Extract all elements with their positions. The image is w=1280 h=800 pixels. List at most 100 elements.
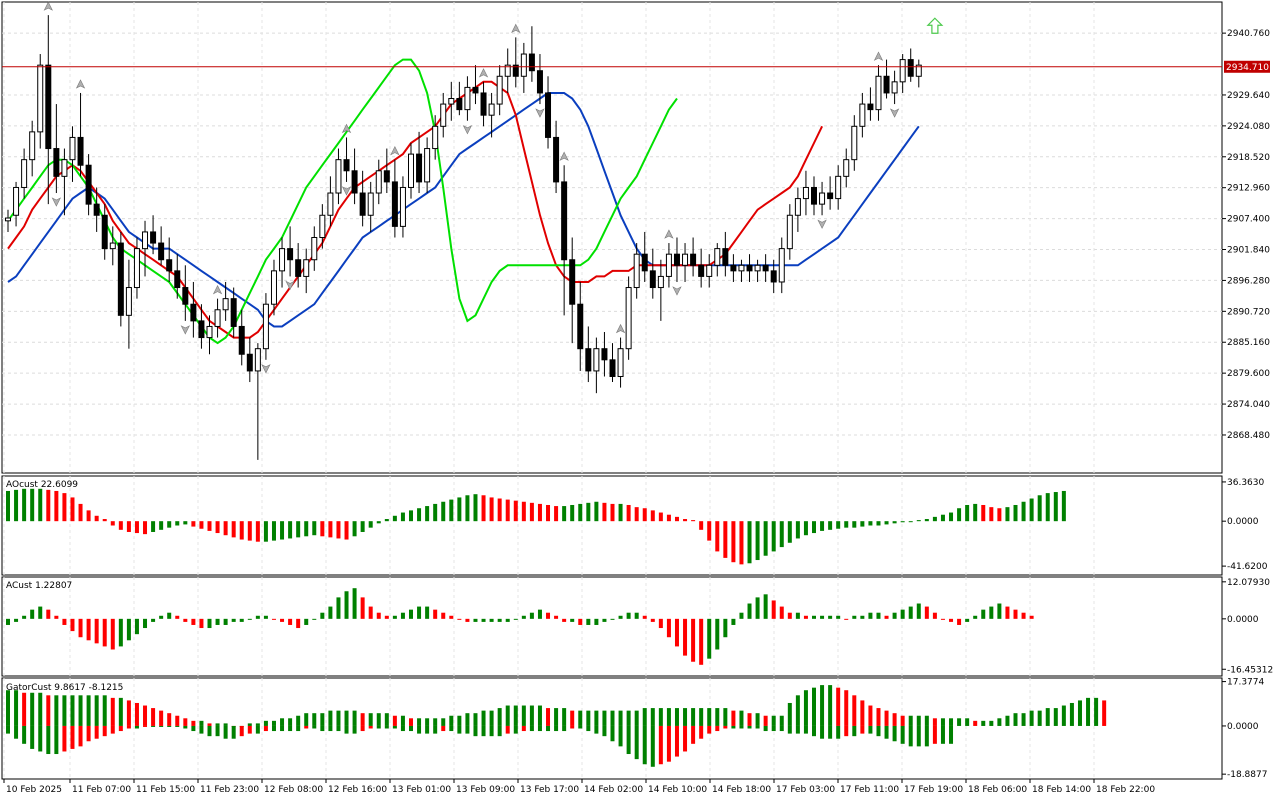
gator-lower-bar xyxy=(46,725,51,755)
histogram-bar xyxy=(989,606,994,619)
histogram-bar xyxy=(1005,507,1010,522)
gator-pane[interactable]: 17.3774 0.0000 -18.8877 GatorCust 9.8617 -… xyxy=(1,677,1267,781)
gator-upper-bar xyxy=(876,708,881,726)
gator-lower-bar xyxy=(755,725,760,729)
histogram-bar xyxy=(481,495,486,522)
candle-bear xyxy=(77,136,84,166)
histogram-bar xyxy=(183,618,188,622)
gator-lower-bar xyxy=(489,725,494,737)
candle-bull xyxy=(633,253,640,289)
x-tick-label: 18 Feb 22:00 xyxy=(1096,785,1155,795)
gator-upper-bar xyxy=(288,718,293,726)
gator-lower-bar xyxy=(537,725,542,732)
time-axis: 10 Feb 2025 11 Feb 07:00 11 Feb 15:00 11 Fe… xyxy=(3,779,1155,795)
gator-upper-bar xyxy=(312,713,317,726)
gator-lower-bar xyxy=(949,725,954,744)
x-tick-label: 14 Feb 18:00 xyxy=(712,785,771,795)
ao-pane[interactable]: 36.3630 0.0000 -41.6200 AOcust 22.6099 xyxy=(1,475,1268,576)
candle-bull xyxy=(214,309,221,327)
gator-lower-bar xyxy=(86,725,91,742)
histogram-bar xyxy=(441,612,446,619)
candle-bull xyxy=(279,248,286,272)
histogram-bar xyxy=(255,521,260,542)
ao-histogram xyxy=(6,488,1066,565)
ac-pane[interactable]: 12.07930 0.0000 -16.45312 ACust 1.22807 xyxy=(1,576,1273,677)
histogram-bar xyxy=(159,521,164,530)
candle-bull xyxy=(520,53,527,77)
gator-upper-bar xyxy=(481,710,486,726)
candle-bull xyxy=(142,231,149,250)
candle-bear xyxy=(359,192,366,216)
gator-lower-bar xyxy=(820,725,825,739)
histogram-bar xyxy=(554,506,559,522)
histogram-bar xyxy=(288,521,293,539)
y-tick-label: 0.0000 xyxy=(1227,615,1259,625)
gator-lower-bar xyxy=(642,725,647,765)
candle-bull xyxy=(432,125,439,150)
x-tick-label: 18 Feb 06:00 xyxy=(968,785,1027,795)
gator-upper-bar xyxy=(94,695,99,726)
gator-upper-bar xyxy=(513,705,518,726)
gator-axis: 17.3774 0.0000 -18.8877 xyxy=(1222,678,1267,780)
gator-upper-bar xyxy=(118,697,123,726)
y-tick-label: 2907.400 xyxy=(1227,215,1270,225)
gator-upper-bar xyxy=(54,695,59,726)
price-pane[interactable]: 2940.760 2929.640 2924.080 2918.520 2912.960… xyxy=(1,1,1270,474)
gator-lower-bar xyxy=(328,725,333,732)
gator-lower-bar xyxy=(884,725,889,739)
candle-bear xyxy=(295,259,302,277)
candle-bull xyxy=(464,86,471,111)
histogram-bar xyxy=(699,521,704,530)
gator-lower-bar xyxy=(779,725,784,732)
candle-bull xyxy=(617,348,624,377)
gator-upper-bar xyxy=(86,695,91,726)
fractal-down-icon xyxy=(285,280,295,291)
gator-upper-bar xyxy=(844,690,849,726)
candle-bear xyxy=(553,136,560,183)
gator-lower-bar xyxy=(312,725,317,729)
histogram-bar xyxy=(658,512,663,522)
histogram-bar xyxy=(497,618,502,622)
gator-lower-bar xyxy=(803,725,808,734)
histogram-bar xyxy=(836,615,841,619)
candle-bull xyxy=(738,264,745,272)
gator-upper-bar xyxy=(932,718,937,726)
fractal-up-icon xyxy=(664,229,674,239)
histogram-bar xyxy=(876,612,881,619)
histogram-bar xyxy=(30,488,35,522)
candle-bear xyxy=(827,192,834,200)
histogram-bar xyxy=(409,609,413,619)
x-tick-label: 12 Feb 16:00 xyxy=(328,785,387,795)
histogram-bar xyxy=(449,615,454,619)
histogram-bar xyxy=(932,516,937,522)
histogram-bar xyxy=(239,521,244,540)
gator-upper-bar xyxy=(263,720,268,726)
gator-lower-bar xyxy=(183,725,188,729)
candle-bear xyxy=(174,270,181,289)
gator-lower-bar xyxy=(126,725,131,729)
gator-upper-bar xyxy=(957,718,962,726)
histogram-bar xyxy=(384,615,389,619)
histogram-bar xyxy=(191,618,196,625)
histogram-bar xyxy=(1021,501,1026,522)
histogram-bar xyxy=(747,603,752,619)
candle-bear xyxy=(101,214,108,250)
histogram-bar xyxy=(62,618,67,625)
candle-bull xyxy=(504,64,511,77)
histogram-bar xyxy=(949,512,954,522)
current-price-tag: 2934.710 xyxy=(1224,60,1270,73)
gator-upper-bar xyxy=(739,710,744,726)
gator-lower-bar xyxy=(118,725,123,732)
gator-lower-bar xyxy=(602,725,607,737)
gator-lower-bar xyxy=(449,725,454,732)
y-tick-label: 2879.600 xyxy=(1227,369,1270,379)
fractal-up-icon xyxy=(873,51,884,61)
gator-lower-bar xyxy=(38,725,43,752)
gator-lower-bar xyxy=(505,725,510,734)
candle-bear xyxy=(117,242,124,316)
histogram-bar xyxy=(1037,495,1042,522)
histogram-bar xyxy=(1029,498,1034,522)
histogram-bar xyxy=(779,606,784,619)
gator-upper-bar xyxy=(62,695,67,726)
